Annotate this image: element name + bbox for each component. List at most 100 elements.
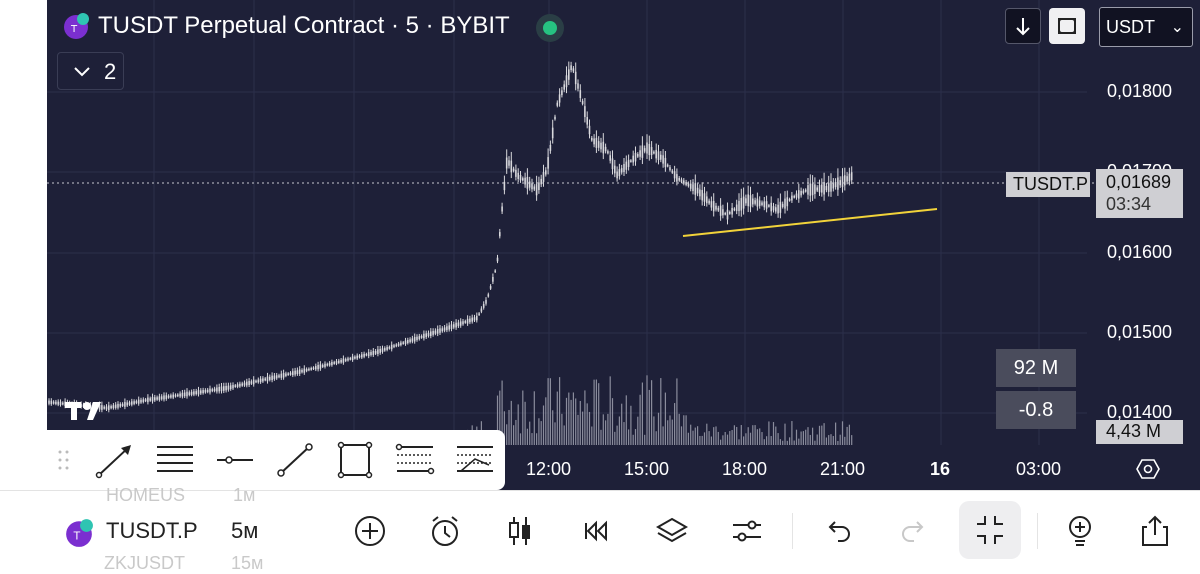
- volume-bar: [499, 390, 501, 445]
- scroll-to-latest-button[interactable]: [1005, 8, 1041, 44]
- candle-body: [685, 182, 687, 185]
- candlestick-icon[interactable]: [500, 511, 540, 551]
- candle-body: [623, 164, 625, 172]
- toolbar-divider: [1037, 513, 1038, 549]
- market-status-icon[interactable]: [536, 14, 564, 42]
- volume-bar: [517, 404, 519, 445]
- volume-bar: [508, 409, 510, 445]
- volume-bar: [740, 425, 742, 445]
- alarm-clock-icon[interactable]: [425, 511, 465, 551]
- fullscreen-button[interactable]: [1049, 8, 1085, 44]
- candle-body: [809, 183, 812, 196]
- candle-body: [738, 200, 740, 212]
- layers-icon[interactable]: [652, 511, 692, 551]
- candle-body: [262, 378, 264, 382]
- candle-body: [142, 399, 145, 403]
- volume-bar: [513, 425, 515, 445]
- exit-fullscreen-button[interactable]: [959, 501, 1021, 559]
- volume-bar: [782, 440, 784, 445]
- chart-area[interactable]: [47, 0, 1200, 490]
- volume-bar: [570, 399, 572, 445]
- trend-line-drawing[interactable]: [682, 208, 938, 237]
- candle-body: [614, 165, 616, 174]
- candle-body: [453, 324, 455, 328]
- replay-rewind-icon[interactable]: [576, 511, 616, 551]
- chart-title[interactable]: TUSDT Perpetual Contract · 5 · BYBIT: [98, 12, 510, 39]
- volume-bar: [540, 421, 542, 445]
- candle-body: [528, 181, 531, 188]
- currency-select[interactable]: USDT ⌄: [1099, 7, 1193, 47]
- candle-body: [310, 367, 312, 370]
- volume-bar: [835, 422, 837, 445]
- fib-extension-tool-icon[interactable]: [453, 439, 497, 481]
- candle-body: [344, 359, 347, 362]
- share-icon[interactable]: [1135, 511, 1175, 551]
- candle-body: [181, 392, 184, 397]
- candle-body: [333, 362, 335, 364]
- candle-body: [591, 137, 593, 141]
- candle-body: [259, 378, 262, 383]
- volume-bar: [802, 431, 804, 445]
- volume-bar: [664, 392, 666, 445]
- volume-bar: [816, 434, 818, 445]
- volume-bar: [844, 436, 846, 445]
- indicators-collapse-button[interactable]: 2: [57, 52, 124, 90]
- horizontal-ray-tool-icon[interactable]: [213, 439, 257, 481]
- candle-body: [423, 333, 425, 339]
- candle-body: [568, 69, 570, 80]
- add-compare-icon[interactable]: [350, 511, 390, 551]
- candle-body: [549, 144, 552, 151]
- volume-bar: [676, 378, 678, 445]
- price-chart[interactable]: [47, 0, 1200, 490]
- volume-bar: [669, 415, 671, 445]
- candle-body: [510, 160, 513, 173]
- current-price: 0,01689: [1106, 172, 1172, 192]
- candle-body: [687, 183, 690, 187]
- candle-body: [436, 329, 439, 334]
- candle-body: [512, 168, 515, 172]
- candle-body: [409, 339, 411, 343]
- candle-body: [655, 149, 657, 159]
- drag-handle-icon[interactable]: [57, 448, 71, 472]
- volume-bar: [678, 413, 680, 445]
- line-segment-tool-icon[interactable]: [273, 439, 317, 481]
- volume-bar: [749, 432, 752, 445]
- candle-body: [331, 362, 333, 366]
- candle-body: [735, 204, 738, 211]
- volume-bar: [722, 435, 724, 445]
- candle-body: [478, 313, 480, 316]
- candle-body: [561, 90, 563, 96]
- volume-bar: [588, 411, 591, 445]
- add-idea-lightbulb-icon[interactable]: [1060, 511, 1100, 551]
- candle-body: [476, 315, 478, 321]
- candle-body: [607, 151, 609, 154]
- chart-settings-icon[interactable]: [1136, 457, 1160, 481]
- symbol-selector[interactable]: TUSDT.P: [106, 518, 198, 543]
- horizontal-lines-tool-icon[interactable]: [153, 439, 197, 481]
- timeframe-selector[interactable]: 5м: [231, 518, 259, 543]
- candle-body: [547, 157, 549, 169]
- rectangle-tool-icon[interactable]: [333, 439, 377, 481]
- volume-bar: [846, 426, 848, 445]
- candle-body: [795, 193, 798, 198]
- trend-line-tool-icon[interactable]: [93, 439, 137, 481]
- candle-body: [305, 369, 308, 372]
- candle-body: [545, 170, 547, 175]
- undo-icon[interactable]: [818, 511, 858, 551]
- volume-bar: [556, 391, 558, 445]
- redo-icon[interactable]: [894, 511, 934, 551]
- candle-body: [756, 198, 759, 207]
- candle-body: [807, 185, 809, 195]
- volume-bar: [598, 383, 600, 445]
- volume-bar: [687, 432, 689, 445]
- settings-sliders-icon[interactable]: [727, 511, 767, 551]
- volume-bar: [763, 439, 765, 445]
- volume-bar: [694, 427, 696, 445]
- volume-bar: [614, 431, 616, 445]
- candle-body: [156, 397, 158, 400]
- candle-body: [204, 390, 207, 393]
- candle-body: [827, 182, 830, 192]
- candle-body: [195, 391, 197, 395]
- candle-body: [167, 395, 170, 398]
- fib-retracement-tool-icon[interactable]: [393, 439, 437, 481]
